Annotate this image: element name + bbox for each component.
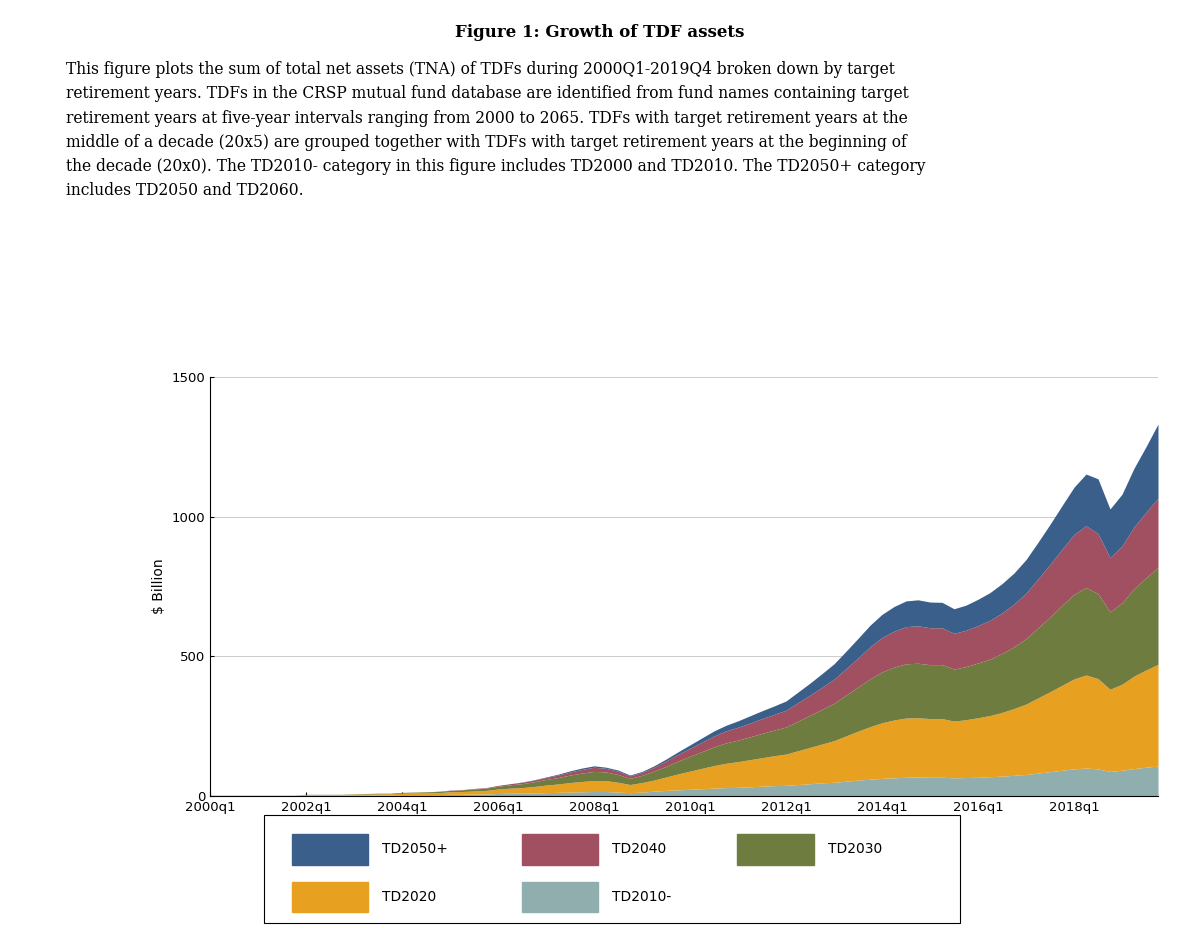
- X-axis label: Quarter: Quarter: [658, 820, 710, 834]
- Text: This figure plots the sum of total net assets (TNA) of TDFs during 2000Q1-2019Q4: This figure plots the sum of total net a…: [66, 61, 925, 199]
- Text: TD2010-: TD2010-: [612, 890, 671, 904]
- Text: Figure 1: Growth of TDF assets: Figure 1: Growth of TDF assets: [455, 24, 745, 41]
- Bar: [737, 835, 814, 865]
- Y-axis label: $ Billion: $ Billion: [152, 559, 166, 614]
- Text: TD2050+: TD2050+: [383, 842, 448, 856]
- Text: TD2030: TD2030: [828, 842, 882, 856]
- Text: TD2040: TD2040: [612, 842, 666, 856]
- Bar: [522, 835, 598, 865]
- Bar: [522, 882, 598, 912]
- Bar: [292, 835, 368, 865]
- Text: TD2020: TD2020: [383, 890, 437, 904]
- Bar: [292, 882, 368, 912]
